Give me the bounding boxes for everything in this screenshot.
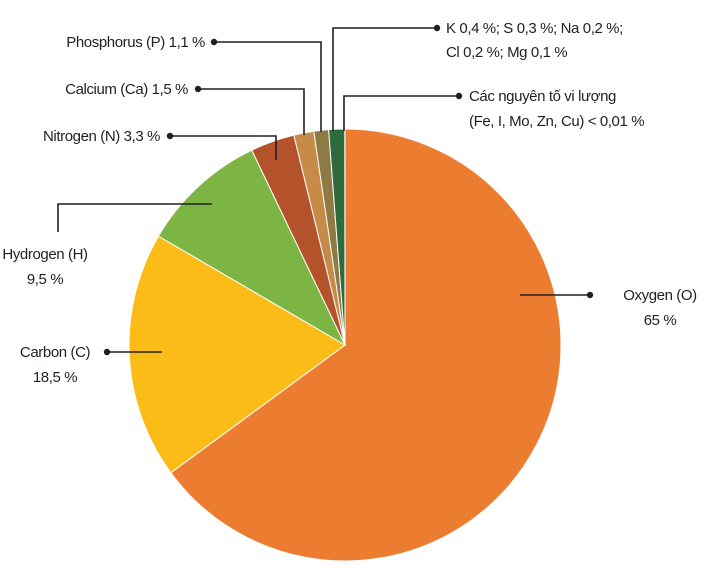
slice-label: 18,5 % [33, 369, 77, 386]
label-part: (Fe, I, Mo, Zn, Cu) [469, 113, 584, 130]
label-part: 0,3 %; [517, 20, 557, 37]
slice-label: (Fe, I, Mo, Zn, Cu) < 0,01 % [469, 113, 644, 130]
label-part: 65 % [644, 312, 677, 329]
slice-label: Phosphorus (P) 1,1 % [66, 34, 205, 51]
leader-line [214, 41, 322, 132]
label-part: S [503, 20, 513, 37]
leader-dot [166, 132, 174, 140]
label-part: < 0,01 % [588, 113, 644, 130]
slice-label: Hydrogen (H) [2, 246, 88, 263]
slice-label: Các nguyên tố vi lượng [469, 88, 616, 105]
slice-label: Carbon (C) [20, 344, 91, 361]
leader-dot [455, 92, 463, 100]
label-part: Nitrogen (N) [43, 128, 120, 145]
label-part: 1,1 % [169, 34, 205, 51]
label-part: Na [561, 20, 580, 37]
leader-line [170, 135, 277, 160]
label-part: Oxygen (O) [623, 287, 697, 304]
pie-slice [157, 149, 347, 347]
leader-line [198, 88, 305, 135]
slice-label: Oxygen (O) [623, 287, 697, 304]
pie-slice [170, 128, 562, 562]
label-part: Hydrogen (H) [2, 246, 88, 263]
slice-label: 65 % [644, 312, 677, 329]
label-part: K [446, 20, 456, 37]
label-part: Cl [446, 44, 459, 61]
leader-dot [433, 24, 441, 32]
slice-label: Cl 0,2 %; Mg 0,1 % [446, 44, 567, 61]
label-part: Calcium (Ca) [65, 81, 148, 98]
leader-line [332, 27, 437, 131]
pie-slice [128, 235, 346, 474]
leader-line [57, 203, 212, 232]
label-part: 3,3 % [124, 128, 160, 145]
slice-label: 9,5 % [27, 271, 63, 288]
slice-label: Nitrogen (N) 3,3 % [43, 128, 160, 145]
label-part: 1,5 % [152, 81, 188, 98]
slice-label: Calcium (Ca) 1,5 % [65, 81, 188, 98]
label-part: Phosphorus (P) [66, 34, 165, 51]
label-part: 9,5 % [27, 271, 63, 288]
leader-line [343, 95, 459, 131]
leader-dot [103, 348, 111, 356]
slice-label: K 0,4 %; S 0,3 %; Na 0,2 %; [446, 20, 623, 37]
label-part: 0,1 % [531, 44, 567, 61]
label-part: Mg [507, 44, 527, 61]
label-part: Carbon (C) [20, 344, 91, 361]
leader-dot [586, 291, 594, 299]
label-part: 0,4 %; [459, 20, 499, 37]
label-part: Các nguyên tố vi lượng [469, 88, 616, 105]
label-part: 18,5 % [33, 369, 77, 386]
leader-dot [210, 38, 218, 46]
leader-dot [194, 85, 202, 93]
label-part: 0,2 %; [463, 44, 503, 61]
label-part: 0,2 %; [583, 20, 623, 37]
